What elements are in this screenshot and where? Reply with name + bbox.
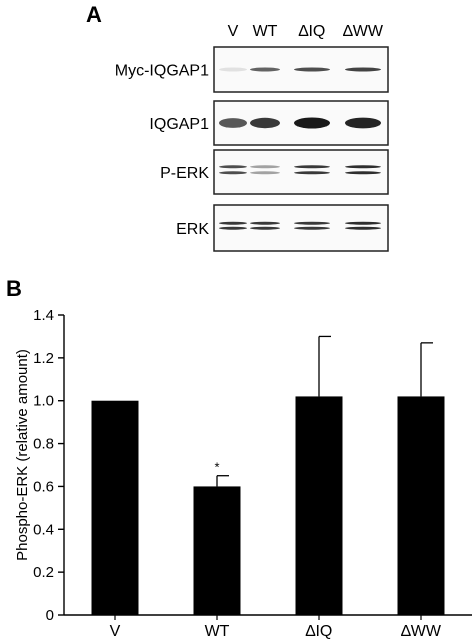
y-tick-label: 1.0 — [33, 393, 54, 410]
y-axis-title: Phospho-ERK (relative amount) — [14, 349, 31, 561]
blot-band — [219, 118, 247, 128]
blot-label: P-ERK — [160, 165, 209, 182]
x-tick-label: V — [110, 623, 121, 640]
bar-chart: 0 0.2 0.4 0.6 0.8 1.0 1.2 1.4 V * WT ∆IQ ∆WW — [33, 307, 472, 640]
blot-row: IQGAP1 — [149, 100, 389, 146]
bar — [397, 396, 445, 615]
blot-band — [345, 67, 381, 72]
blot-band — [294, 67, 330, 72]
y-tick-label: 0.2 — [33, 564, 54, 581]
blot-band — [345, 226, 381, 230]
y-tick-label: 1.4 — [33, 307, 54, 324]
blot-band — [219, 171, 247, 175]
blot-row: ERK — [176, 204, 389, 252]
blot-band — [250, 67, 280, 72]
y-tick-label: 0.8 — [33, 436, 54, 453]
blot-band — [250, 117, 280, 129]
blot-band — [345, 117, 381, 129]
y-tick-label: 0.6 — [33, 478, 54, 495]
x-tick-label: WT — [205, 623, 230, 640]
blot-band — [219, 226, 247, 230]
panel-b-label: B — [6, 276, 22, 301]
blot-band — [219, 165, 247, 169]
bar — [91, 400, 139, 615]
western-blots: Myc-IQGAP1 IQGAP1 P-ERK ERK — [115, 46, 389, 252]
lane-label: WT — [253, 23, 278, 40]
blot-label: ERK — [176, 221, 209, 238]
blot-band — [294, 165, 330, 169]
significance-marker: * — [214, 460, 219, 475]
blot-band — [250, 221, 280, 225]
bar — [193, 486, 241, 615]
blot-row: P-ERK — [160, 149, 389, 195]
x-tick-label: ∆IQ — [306, 623, 333, 640]
blot-band — [294, 117, 330, 129]
blot-band — [345, 165, 381, 169]
lane-label: ∆WW — [343, 23, 384, 40]
y-tick-label: 0.4 — [33, 521, 54, 538]
blot-band — [250, 226, 280, 230]
blot-label: IQGAP1 — [149, 116, 209, 133]
blot-band — [294, 221, 330, 225]
lane-label: ∆IQ — [299, 23, 326, 40]
blot-label: Myc-IQGAP1 — [115, 63, 209, 80]
blot-band — [294, 171, 330, 175]
bar — [295, 396, 343, 615]
y-tick-label: 0 — [46, 607, 54, 624]
blot-band — [294, 226, 330, 230]
y-tick-label: 1.2 — [33, 350, 54, 367]
lane-label: V — [228, 23, 239, 40]
blot-band — [345, 221, 381, 225]
blot-row: Myc-IQGAP1 — [115, 46, 389, 93]
blot-band — [345, 171, 381, 175]
x-tick-label: ∆WW — [401, 623, 442, 640]
blot-band — [219, 67, 247, 72]
blot-band — [219, 221, 247, 225]
blot-band — [250, 171, 280, 175]
panel-a-label: A — [86, 2, 102, 27]
lane-labels: V WT ∆IQ ∆WW — [228, 23, 384, 40]
blot-band — [250, 165, 280, 169]
